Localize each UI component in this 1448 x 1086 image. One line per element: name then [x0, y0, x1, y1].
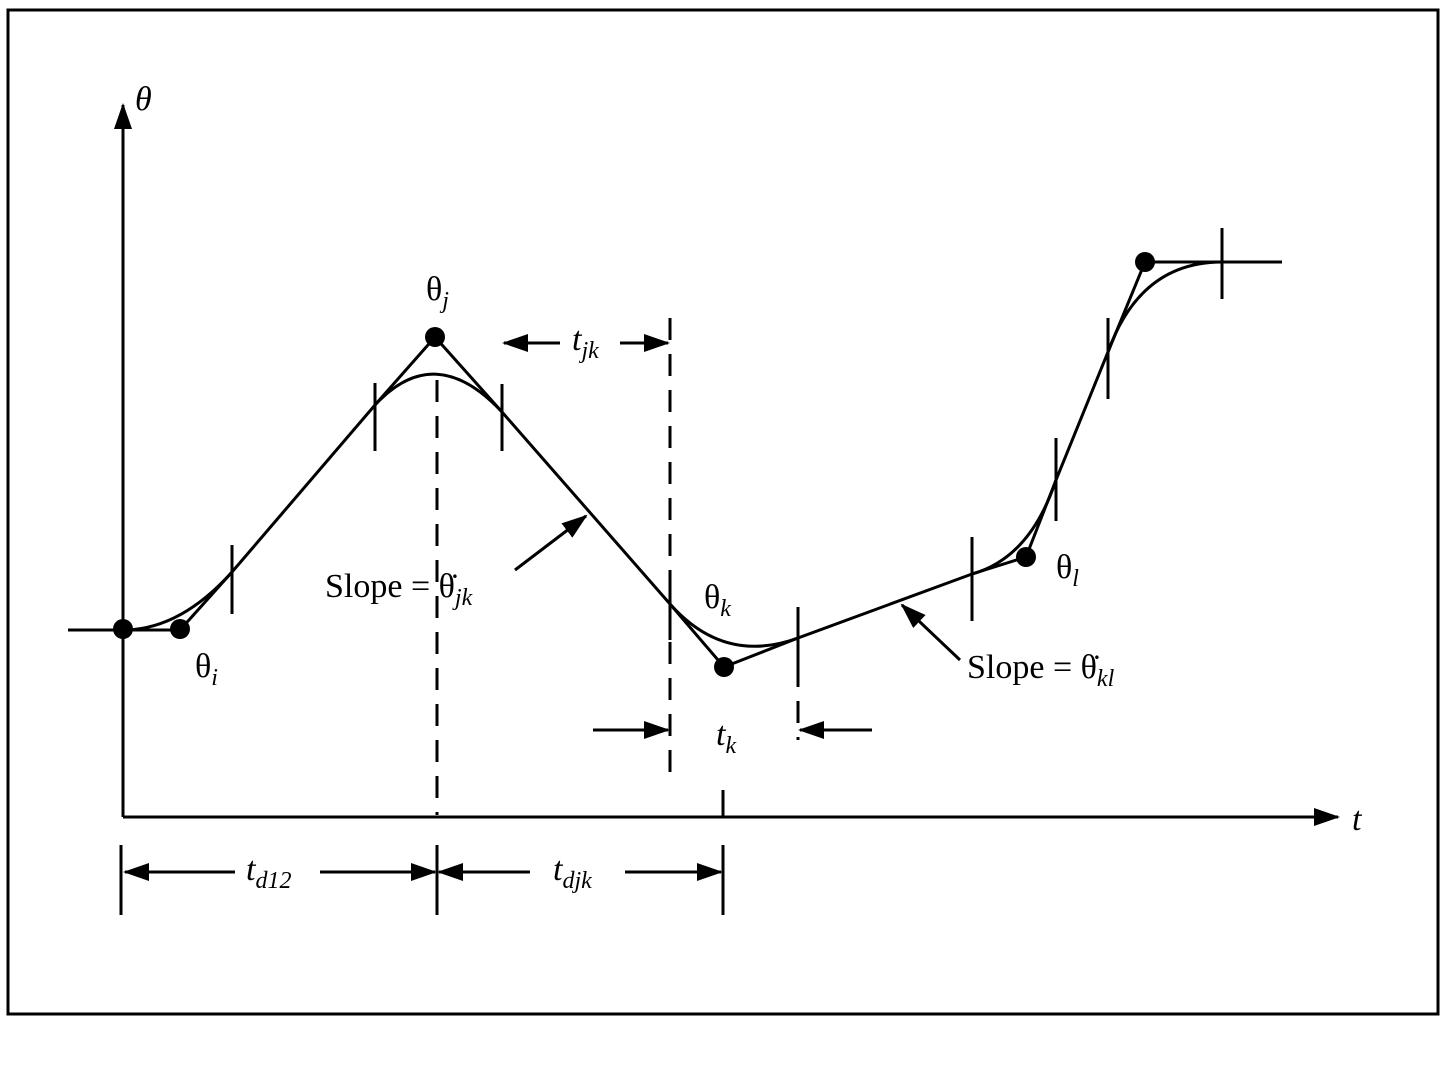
label-part: t	[553, 851, 564, 888]
point-label: θl	[1056, 549, 1079, 592]
label-part: i	[211, 665, 218, 691]
axes	[114, 103, 1340, 826]
x-axis-label: t	[1352, 801, 1363, 838]
label-part: θ	[704, 579, 720, 616]
label-part: l	[1072, 566, 1079, 592]
label-part: t	[572, 321, 583, 358]
trajectory	[68, 260, 1282, 669]
label-part: θ	[426, 271, 442, 308]
label-part: θ̇	[1081, 649, 1099, 686]
interval-label: td12	[246, 851, 291, 894]
interval-label: tdjk	[553, 851, 592, 894]
label-part: Slope =	[325, 568, 439, 605]
frame	[6, 8, 1440, 1016]
label-part: θ	[1056, 549, 1072, 586]
label-part: t	[716, 716, 727, 753]
label-part: jk	[578, 338, 599, 364]
label-part: kl	[1097, 666, 1115, 692]
label-part: θ̇	[439, 568, 457, 605]
label-part: Slope =	[967, 649, 1081, 686]
interval-label: tk	[716, 716, 736, 759]
label-part: djk	[562, 868, 592, 894]
slope-label: Slope = θ̇kl	[967, 649, 1115, 692]
point-label: θi	[195, 648, 218, 691]
point-label: θj	[426, 271, 449, 314]
label-part: d12	[255, 868, 291, 894]
label-part: k	[720, 596, 731, 622]
dashed-guides	[435, 318, 800, 817]
interval-label: tjk	[572, 321, 599, 364]
label-part: k	[725, 733, 736, 759]
label-part: jk	[452, 585, 473, 611]
via-points	[113, 252, 1155, 677]
label-part: θ	[195, 648, 211, 685]
point-label: θk	[704, 579, 731, 622]
dimension-lines	[119, 334, 962, 915]
label-part: t	[246, 851, 257, 888]
y-axis-label: θ	[135, 81, 152, 118]
slope-label: Slope = θ̇jk	[325, 568, 473, 611]
label-part: j	[439, 288, 449, 314]
